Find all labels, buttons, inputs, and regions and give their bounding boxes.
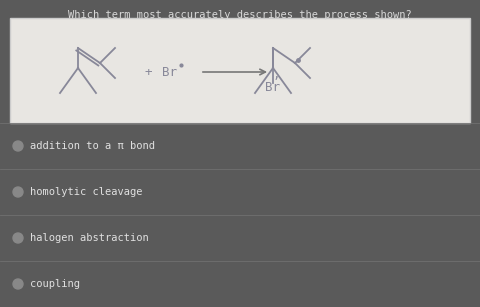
Text: +: + (144, 65, 152, 79)
Text: coupling: coupling (30, 279, 80, 289)
Bar (10, 18, 470, 123)
Circle shape (13, 279, 23, 289)
Text: homolytic cleavage: homolytic cleavage (30, 187, 143, 197)
Text: Which term most accurately describes the process shown?: Which term most accurately describes the… (68, 10, 412, 20)
Circle shape (13, 187, 23, 197)
Text: addition to a π bond: addition to a π bond (30, 141, 155, 151)
Text: halogen abstraction: halogen abstraction (30, 233, 149, 243)
Circle shape (13, 141, 23, 151)
Text: Br: Br (265, 81, 280, 94)
Text: Br: Br (162, 65, 177, 79)
Text: ,: , (272, 68, 279, 80)
Circle shape (13, 233, 23, 243)
